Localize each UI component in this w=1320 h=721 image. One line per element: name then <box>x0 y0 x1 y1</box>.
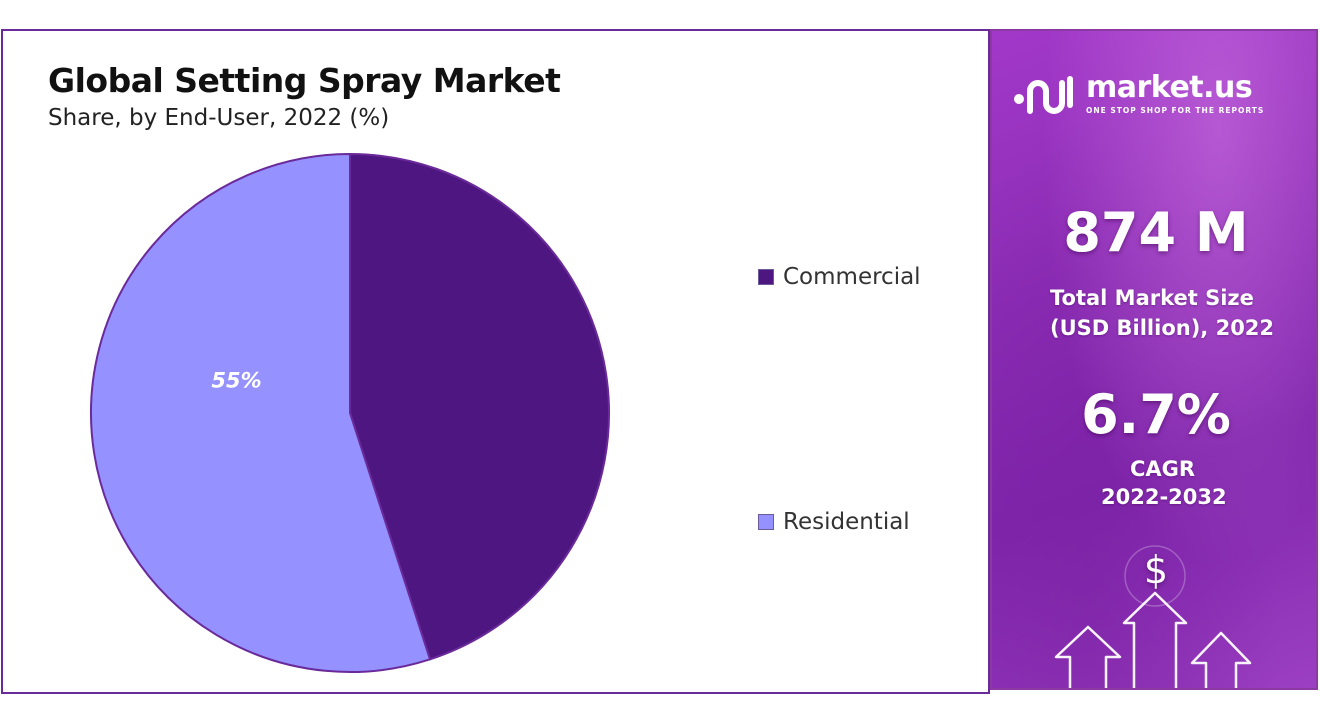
chart-subtitle: Share, by End-User, 2022 (%) <box>48 105 390 131</box>
legend-swatch-commercial <box>758 269 774 285</box>
market-size-label-line2: (USD Billion), 2022 <box>1050 316 1275 340</box>
legend-item-residential: Residential <box>758 509 910 535</box>
side-panel: market.us ONE STOP SHOP FOR THE REPORTS … <box>990 29 1318 690</box>
pie-data-label-residential: 55% <box>211 368 261 392</box>
pie-svg: 55% <box>90 152 610 673</box>
logo-mark-icon <box>1014 76 1073 114</box>
pie-slice-residential <box>90 152 432 673</box>
chart-frame: Global Setting Spray Market Share, by En… <box>1 29 990 694</box>
market-size-value: 874 M <box>1063 201 1249 264</box>
logo-name: market.us <box>1086 70 1253 105</box>
pie-slice-commercial <box>349 152 610 661</box>
logo-tagline: ONE STOP SHOP FOR THE REPORTS <box>1086 106 1265 115</box>
cagr-label-line1: CAGR <box>1130 457 1196 481</box>
cagr-label-line2: 2022-2032 <box>1101 485 1227 509</box>
growth-arrows-icon <box>1054 545 1252 688</box>
chart-title: Global Setting Spray Market <box>48 61 561 100</box>
legend-label-residential: Residential <box>783 509 910 535</box>
dollar-sign-icon: $ <box>1143 548 1169 592</box>
cagr-value: 6.7% <box>1081 383 1231 446</box>
legend-label-commercial: Commercial <box>783 264 921 290</box>
legend-item-commercial: Commercial <box>758 264 921 290</box>
pie-chart: 55% <box>83 151 618 686</box>
market-size-label-line1: Total Market Size <box>1050 286 1254 310</box>
legend-swatch-residential <box>758 514 774 530</box>
marketus-logo: market.us ONE STOP SHOP FOR THE REPORTS <box>1012 69 1264 119</box>
